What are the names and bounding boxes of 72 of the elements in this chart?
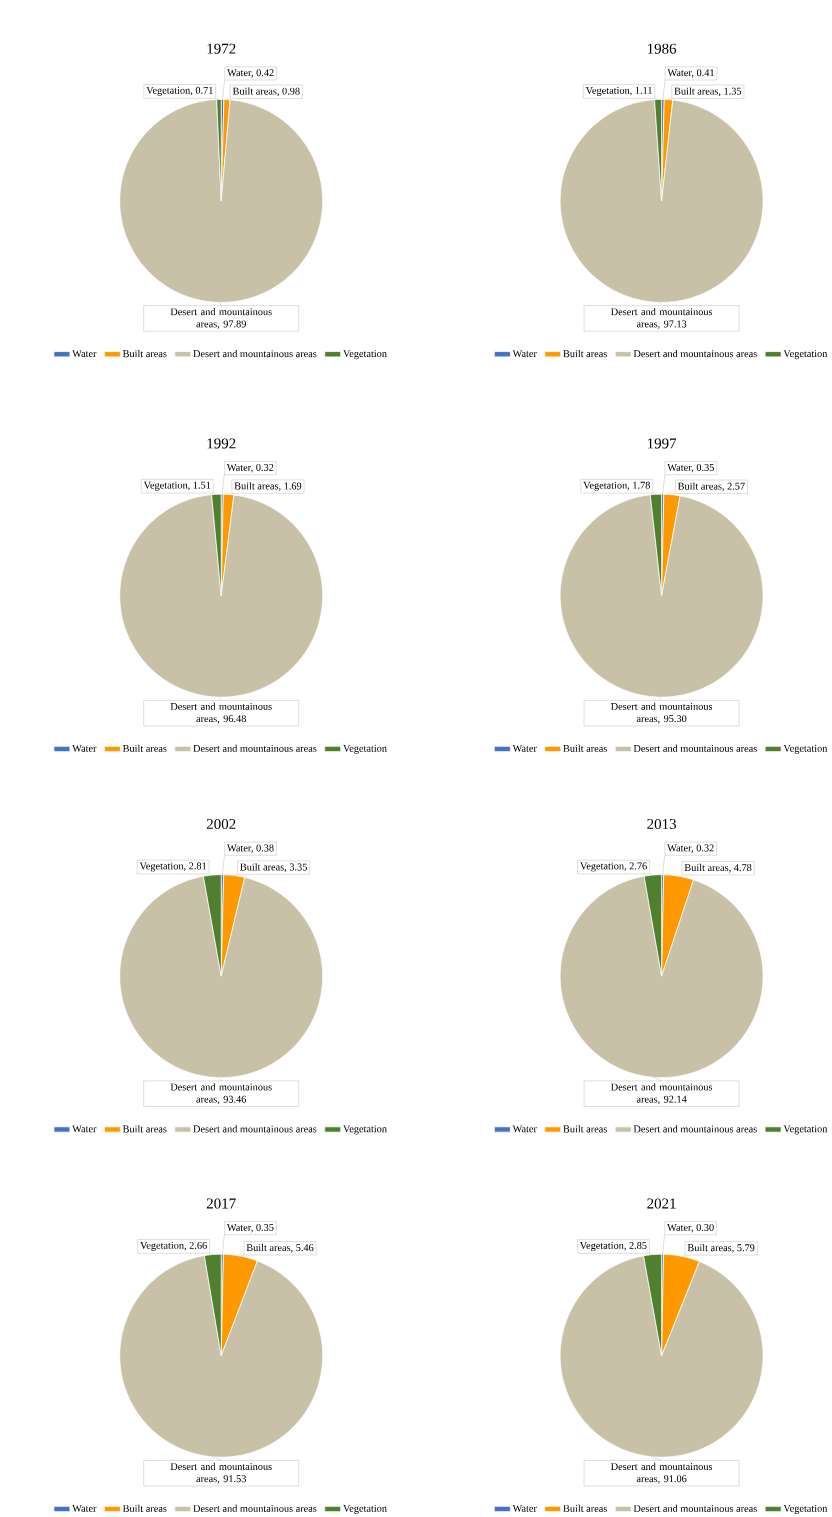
data-label: Desert and mountainous areas, 97.13 <box>610 307 713 329</box>
legend-label: Desert and mountainous areas <box>193 1504 317 1512</box>
data-label: Water, 0.38 <box>226 844 274 853</box>
data-label: Desert and mountainous areas, 91.06 <box>610 1462 713 1484</box>
data-label: Vegetation, 2.85 <box>579 1242 647 1252</box>
data-label: Built areas, 4.78 <box>684 863 752 873</box>
data-label: Built areas, 1.35 <box>674 87 742 97</box>
chart-title: 2013 <box>647 818 676 830</box>
data-label: Vegetation, 1.51 <box>143 481 211 491</box>
legend-label: Vegetation <box>343 744 387 754</box>
data-label: Built areas, 1.69 <box>234 482 302 491</box>
data-label: Desert and mountainous areas, 95.30 <box>610 702 713 724</box>
legend-label: Desert and mountainous areas <box>193 349 317 358</box>
legend-label: Vegetation <box>343 1504 387 1514</box>
data-label: Desert and mountainous areas, 96.48 <box>170 702 272 724</box>
chart-title: 2017 <box>206 1198 236 1209</box>
legend-label: Built areas <box>122 744 167 752</box>
legend-label: Vegetation <box>783 350 828 360</box>
legend-label: Desert and mountainous areas <box>193 744 317 752</box>
data-label: Water, 0.30 <box>667 1223 714 1233</box>
data-label: Vegetation, 2.76 <box>580 862 647 872</box>
legend-label: Water <box>72 744 97 752</box>
legend-label: Desert and mountainous areas <box>633 1125 757 1133</box>
legend-label: Built areas <box>122 349 167 358</box>
legend-label: Water <box>72 350 97 358</box>
chart-title: 2021 <box>647 1198 676 1209</box>
data-label: Water, 0.32 <box>226 463 274 473</box>
legend-label: Built areas <box>563 1125 607 1133</box>
data-label: Water, 0.42 <box>227 69 274 78</box>
legend-label: Water <box>512 350 537 358</box>
legend-label: Vegetation <box>783 744 828 754</box>
legend-label: Water <box>512 1125 537 1133</box>
chart-title: 1986 <box>647 43 677 54</box>
chart-title: 1997 <box>647 438 677 449</box>
legend-label: Desert and mountainous areas <box>633 349 757 358</box>
data-label: Built areas, 5.46 <box>246 1243 314 1253</box>
legend-label: Vegetation <box>343 1125 387 1135</box>
data-label: Water, 0.32 <box>667 844 714 853</box>
legend-label: Vegetation <box>783 1504 828 1514</box>
data-label: Water, 0.35 <box>226 1223 274 1233</box>
chart-title: 1992 <box>207 438 236 449</box>
legend-label: Built areas <box>122 1125 167 1133</box>
data-label: Vegetation, 2.81 <box>139 862 207 872</box>
legend-label: Built areas <box>563 1504 607 1512</box>
data-label: Desert and mountainous areas, 93.46 <box>170 1083 272 1105</box>
legend-label: Desert and mountainous areas <box>633 744 757 752</box>
legend-label: Water <box>72 1504 97 1512</box>
data-label: Water, 0.35 <box>667 463 714 473</box>
legend-label: Water <box>512 744 537 752</box>
data-label: Vegetation, 1.78 <box>583 481 650 491</box>
chart-title: 1972 <box>207 43 236 54</box>
legend-label: Built areas <box>122 1504 167 1512</box>
legend-label: Water <box>512 1504 537 1512</box>
legend-label: Built areas <box>563 744 607 752</box>
data-label: Desert and mountainous areas, 91.53 <box>170 1462 272 1484</box>
data-label: Built areas, 3.35 <box>240 863 307 872</box>
data-label: Built areas, 0.98 <box>232 87 300 97</box>
chart-title: 2002 <box>206 818 236 830</box>
data-label: Desert and mountainous areas, 97.89 <box>170 307 272 329</box>
data-label: Vegetation, 1.11 <box>585 86 652 96</box>
legend-label: Desert and mountainous areas <box>633 1504 757 1512</box>
legend-label: Water <box>72 1125 97 1133</box>
legend-label: Vegetation <box>783 1125 828 1135</box>
legend-label: Built areas <box>563 349 607 358</box>
legend-label: Vegetation <box>343 350 387 360</box>
legend-label: Desert and mountainous areas <box>193 1125 317 1133</box>
data-label: Built areas, 5.79 <box>687 1243 755 1253</box>
data-label: Built areas, 2.57 <box>677 482 745 492</box>
data-label: Water, 0.41 <box>667 69 714 78</box>
data-label: Desert and mountainous areas, 92.14 <box>610 1083 713 1105</box>
data-label: Vegetation, 0.71 <box>146 86 213 96</box>
data-label: Vegetation, 2.66 <box>140 1241 207 1251</box>
